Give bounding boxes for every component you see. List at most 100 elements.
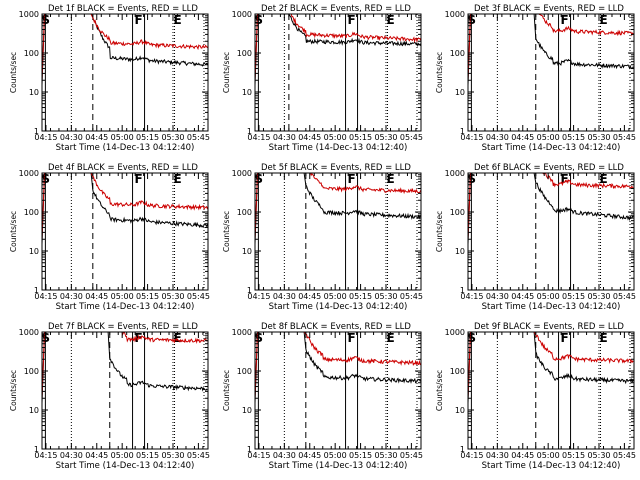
y-axis-label: Counts/sec (222, 52, 231, 93)
y-tick-label: 100 (237, 49, 252, 58)
marker-label-e: E (387, 331, 395, 345)
x-tick-label: 04:30 (273, 292, 296, 301)
y-axis-label: Counts/sec (9, 370, 18, 411)
x-tick-label: 04:45 (511, 133, 534, 142)
plot-frame (254, 172, 422, 291)
y-tick-label: 1000 (19, 328, 39, 337)
series-line-events (468, 332, 634, 404)
x-tick-label: 05:45 (187, 133, 210, 142)
x-tick-label: 05:15 (562, 133, 585, 142)
x-tick-label: 05:15 (562, 292, 585, 301)
y-tick-label: 1 (460, 286, 465, 295)
y-tick-label: 10 (29, 247, 39, 256)
marker-label-f: F (561, 172, 569, 186)
x-tick-label: 04:30 (273, 451, 296, 460)
x-tick-label: 05:45 (400, 133, 423, 142)
chart-panel-2: Det 2f BLACK = Events, RED = LLDSFE11010… (222, 4, 423, 153)
series-line-events (255, 14, 421, 86)
y-tick-label: 10 (455, 88, 465, 97)
plot-frame (467, 331, 635, 450)
marker-label-e: E (387, 172, 395, 186)
series-line-lld (255, 173, 421, 240)
chart-title: Det 8f BLACK = Events, RED = LLD (261, 322, 411, 332)
x-tick-label: 04:15 (34, 451, 57, 460)
chart-panel-9: Det 9f BLACK = Events, RED = LLDSFE11010… (435, 322, 636, 471)
y-tick-label: 10 (29, 88, 39, 97)
y-axis-label: Counts/sec (435, 370, 444, 411)
y-tick-label: 1000 (232, 10, 252, 19)
x-tick-label: 05:45 (187, 451, 210, 460)
y-axis-label: Counts/sec (9, 52, 18, 93)
x-tick-label: 04:15 (460, 292, 483, 301)
y-tick-label: 10 (29, 406, 39, 415)
chart-series-group (255, 173, 421, 245)
y-tick-label: 10 (242, 406, 252, 415)
x-tick-label: 04:15 (247, 451, 270, 460)
x-tick-label: 05:15 (349, 451, 372, 460)
x-axis-label: Start Time (14-Dec-13 04:12:40) (56, 143, 195, 153)
y-tick-label: 1 (34, 445, 39, 454)
x-tick-label: 05:30 (374, 292, 397, 301)
x-tick-label: 04:15 (460, 451, 483, 460)
x-tick-label: 04:45 (85, 133, 108, 142)
chart-series-group (468, 14, 634, 86)
y-tick-label: 1000 (232, 328, 252, 337)
x-tick-label: 04:45 (511, 451, 534, 460)
marker-label-f: F (135, 172, 143, 186)
series-line-lld (468, 173, 634, 240)
y-axis-label: Counts/sec (435, 52, 444, 93)
marker-label-e: E (600, 331, 608, 345)
x-tick-label: 04:15 (34, 292, 57, 301)
x-tick-label: 05:45 (613, 292, 636, 301)
x-tick-label: 05:00 (111, 451, 134, 460)
marker-label-f: F (561, 331, 569, 345)
y-tick-label: 10 (455, 247, 465, 256)
chart-series-group (42, 173, 208, 245)
y-tick-label: 10 (455, 406, 465, 415)
series-line-events (255, 332, 421, 404)
x-tick-label: 05:15 (136, 133, 159, 142)
marker-label-f: F (561, 13, 569, 27)
series-line-events (255, 173, 421, 245)
chart-series-group (42, 332, 208, 404)
plot-frame (41, 13, 209, 132)
x-tick-label: 04:30 (60, 292, 83, 301)
series-line-lld (42, 332, 208, 399)
y-axis-label: Counts/sec (222, 370, 231, 411)
x-tick-label: 05:15 (136, 292, 159, 301)
y-axis-label: Counts/sec (222, 211, 231, 252)
y-axis-label: Counts/sec (435, 211, 444, 252)
x-tick-label: 04:15 (247, 133, 270, 142)
chart-panel-8: Det 8f BLACK = Events, RED = LLDSFE11010… (222, 322, 423, 471)
x-tick-label: 04:15 (460, 133, 483, 142)
plot-frame (467, 172, 635, 291)
plot-frame (254, 331, 422, 450)
chart-title: Det 4f BLACK = Events, RED = LLD (48, 163, 198, 173)
series-line-lld (255, 332, 421, 399)
y-tick-label: 10 (242, 88, 252, 97)
chart-panel-6: Det 6f BLACK = Events, RED = LLDSFE11010… (435, 163, 636, 312)
series-line-lld (42, 173, 208, 240)
x-tick-label: 04:45 (298, 451, 321, 460)
chart-series-group (255, 14, 421, 86)
x-tick-label: 05:45 (400, 292, 423, 301)
y-tick-label: 100 (237, 367, 252, 376)
y-tick-label: 1 (34, 127, 39, 136)
x-tick-label: 04:15 (247, 292, 270, 301)
x-tick-label: 05:00 (537, 133, 560, 142)
x-tick-label: 05:00 (324, 133, 347, 142)
series-line-lld (255, 14, 421, 81)
x-axis-label: Start Time (14-Dec-13 04:12:40) (269, 143, 408, 153)
y-tick-label: 100 (450, 208, 465, 217)
y-tick-label: 100 (24, 208, 39, 217)
marker-label-e: E (174, 13, 182, 27)
marker-label-e: E (174, 172, 182, 186)
y-axis-label: Counts/sec (9, 211, 18, 252)
series-line-lld (42, 14, 208, 81)
y-tick-label: 1 (247, 127, 252, 136)
chart-panel-5: Det 5f BLACK = Events, RED = LLDSFE11010… (222, 163, 423, 312)
x-tick-label: 05:30 (161, 292, 184, 301)
series-line-events (42, 332, 208, 404)
y-tick-label: 1 (460, 445, 465, 454)
x-tick-label: 05:15 (562, 451, 585, 460)
